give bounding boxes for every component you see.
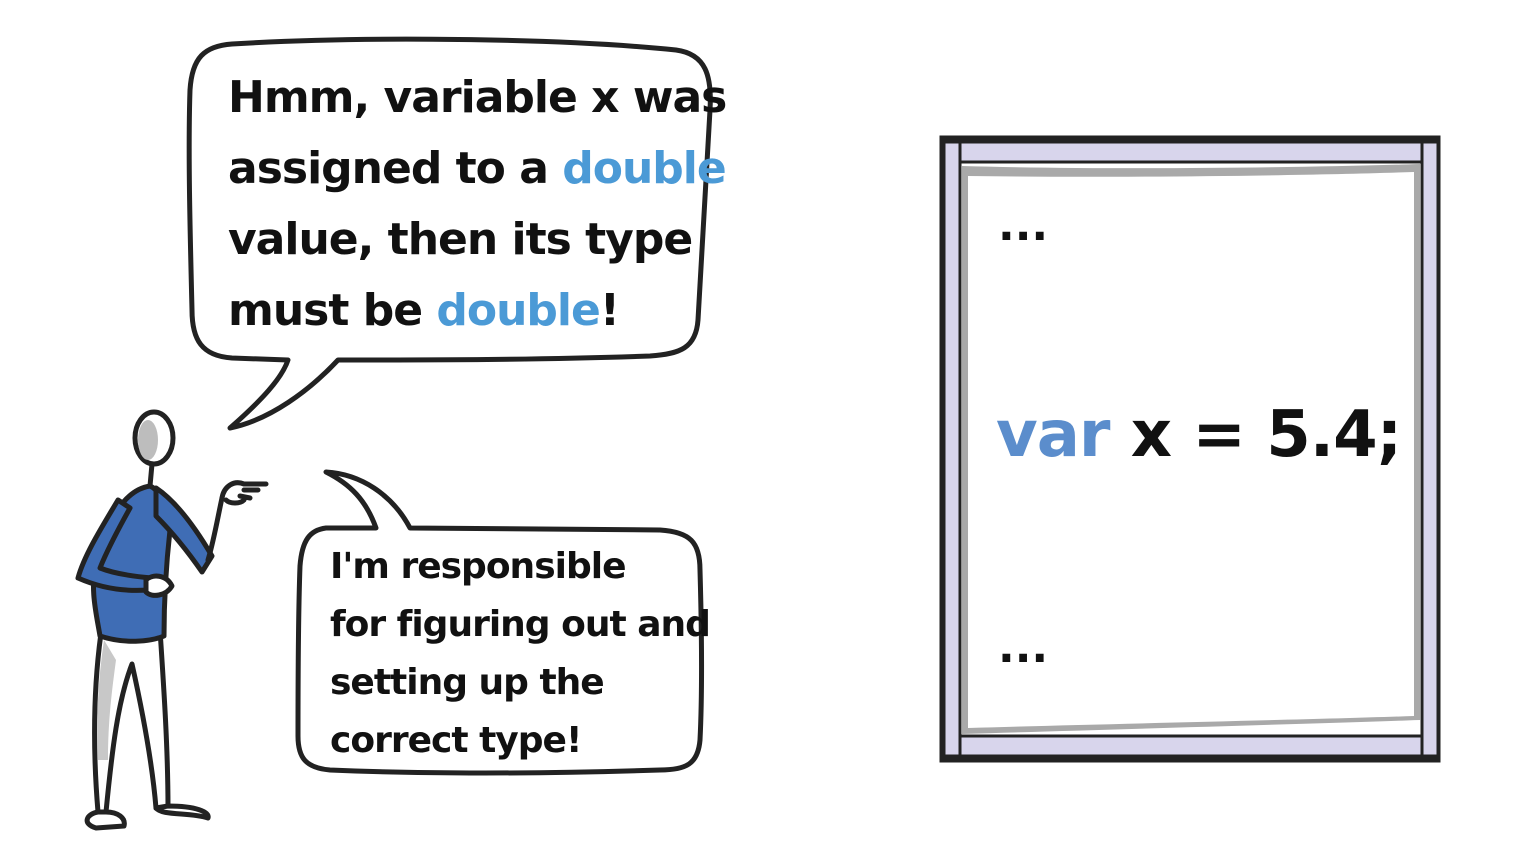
bubble-top-line-2-prefix: assigned to a: [228, 143, 563, 194]
speech-bubble-top-text: Hmm, variable x was assigned to a double…: [228, 62, 727, 346]
bubble-bottom-line-2: for figuring out and: [330, 604, 711, 645]
bubble-top-line-2: assigned to a double: [228, 133, 727, 204]
speech-bubble-bottom: [295, 469, 704, 776]
code-ellipsis-top: ...: [998, 200, 1049, 251]
type-highlight-double-2: double: [436, 285, 600, 336]
code-ellipsis-bottom: ...: [998, 622, 1049, 673]
bubble-bottom-line-1: I'm responsible: [330, 546, 626, 587]
code-statement: var x = 5.4;: [996, 398, 1402, 472]
code-panel-frame: [939, 135, 1441, 763]
bubble-bottom-line-3: setting up the: [330, 662, 605, 703]
bubble-bottom-line-4: correct type!: [330, 720, 582, 761]
speech-bubble-bottom-text: I'm responsible for figuring out and set…: [330, 538, 711, 770]
code-assignment: x = 5.4;: [1109, 398, 1402, 472]
bubble-top-line-4-suffix: !: [599, 285, 620, 336]
bubble-top-line-4: must be double!: [228, 275, 726, 346]
bubble-top-line-1: Hmm, variable x was: [228, 72, 727, 123]
code-keyword-var: var: [996, 398, 1110, 472]
bubble-top-line-4-prefix: must be: [228, 285, 437, 336]
bubble-top-line-3: value, then its type: [228, 214, 693, 265]
type-highlight-double: double: [562, 143, 726, 194]
stick-figure-pointing-icon: [75, 409, 269, 831]
speech-bubble-top: [186, 36, 713, 431]
